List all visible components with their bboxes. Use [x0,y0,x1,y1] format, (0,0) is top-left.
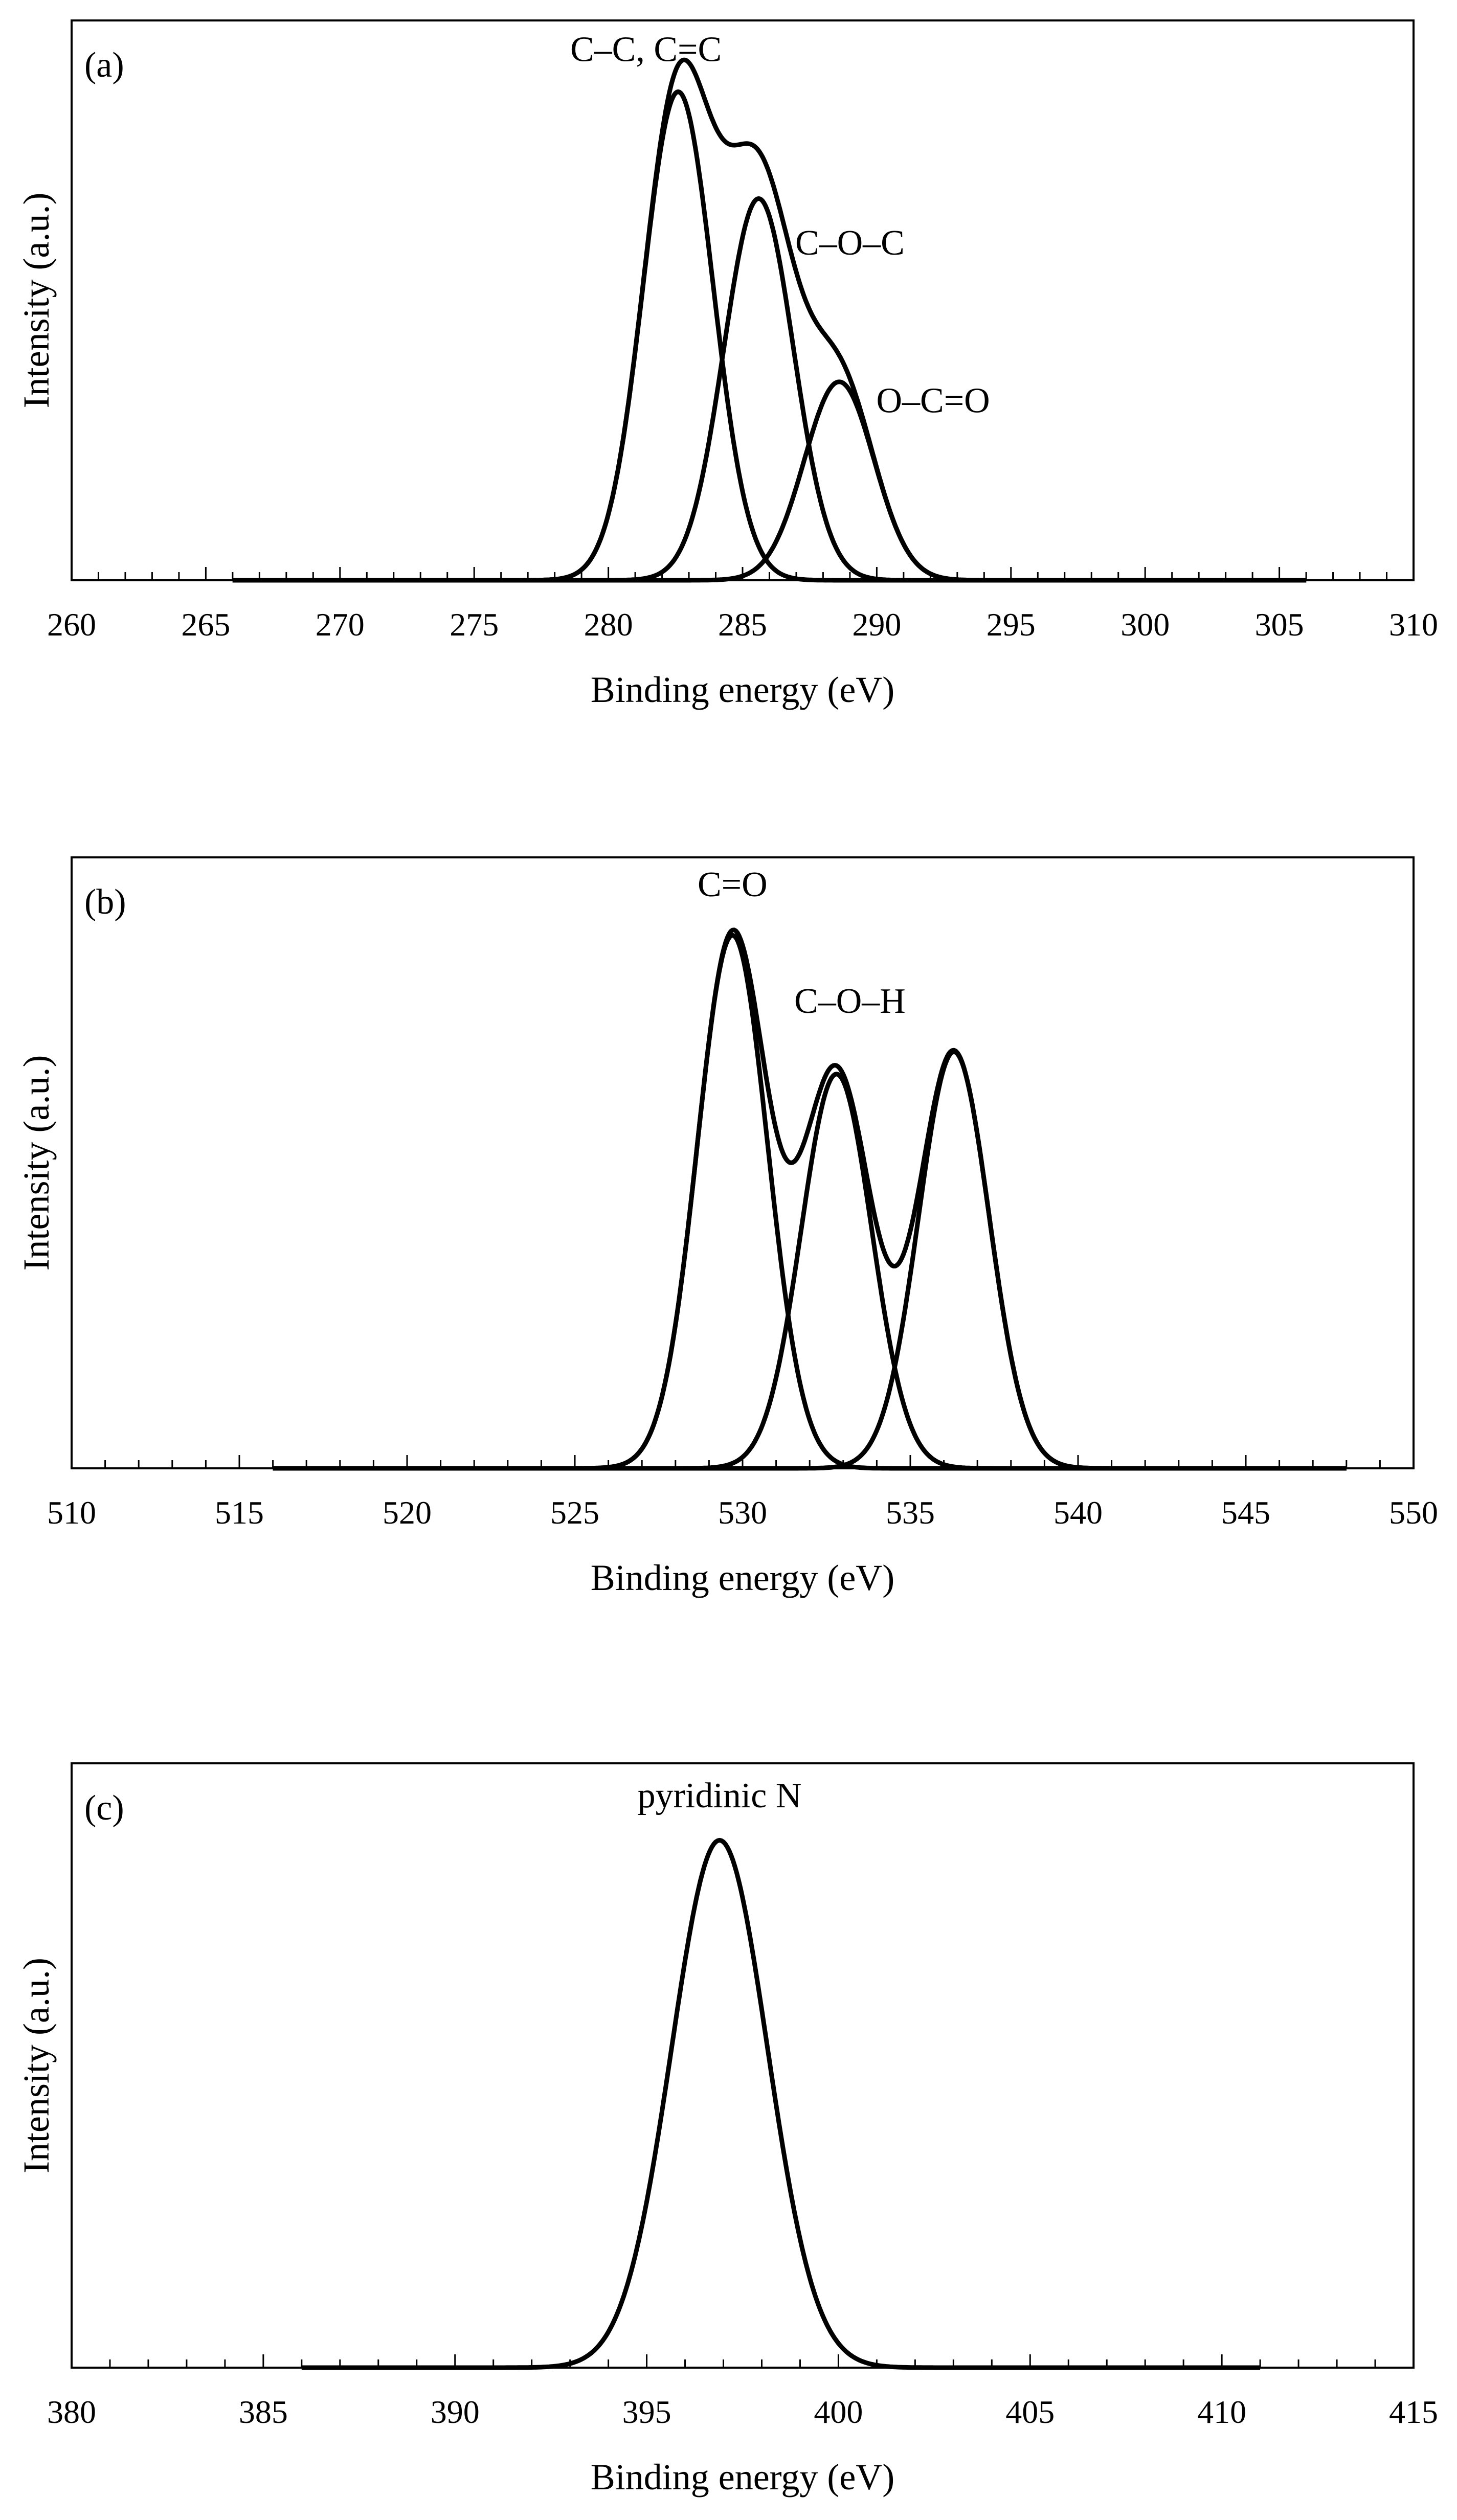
x-tick-label: 510 [47,1494,96,1531]
x-tick-label: 545 [1221,1494,1270,1531]
chart-panel-3: 380 385 390 395 400 405 410 415 Binding energy (… [16,1762,1438,2498]
x-tick-label: 260 [47,606,96,643]
x-tick-label: 275 [450,606,499,643]
x-tick-label: 520 [383,1494,432,1531]
peak-annotation: C–O–C [795,223,905,263]
x-tick-label: 300 [1120,606,1170,643]
x-tick-label: 385 [239,2394,288,2430]
x-tick-label: 405 [1005,2394,1055,2430]
component-peak-3 [232,379,1307,583]
panel-label: (a) [84,46,124,85]
x-tick-label: 295 [987,606,1036,643]
panel-label: (b) [84,882,126,922]
x-tick-label: 380 [47,2394,96,2430]
x-axis-title: Binding energy (eV) [591,1557,895,1598]
component-peak-2 [272,1072,1347,1471]
x-axis-title: Binding energy (eV) [591,669,895,710]
panel-label: (c) [84,1788,124,1828]
x-axis-title: Binding energy (eV) [591,2457,895,2498]
x-tick-label: 530 [718,1494,767,1531]
component-peak-1 [232,89,1307,583]
chart-panel-2: 510 515 520 525 530 535 540 545 550 Binding energ… [16,856,1438,1598]
plot-frame [71,1762,1415,2369]
x-tick-label: 395 [622,2394,671,2430]
x-tick-label: 265 [181,606,230,643]
peak-annotation: C–O–H [794,982,906,1021]
x-tick-label: 550 [1389,1494,1438,1531]
peak-annotation: C=O [698,865,768,904]
peak-annotation: O–C=O [876,381,990,421]
x-tick-label: 285 [718,606,767,643]
envelope-curve [272,927,1347,1471]
x-tick-label: 270 [316,606,365,643]
x-tick-label: 290 [852,606,901,643]
component-peak-1 [301,1837,1261,2370]
x-tick-label: 400 [814,2394,863,2430]
x-tick-label: 540 [1053,1494,1103,1531]
x-tick-label: 535 [886,1494,935,1531]
component-peak-3 [272,1049,1347,1471]
envelope-curve [232,57,1307,583]
x-tick-label: 305 [1255,606,1304,643]
component-peak-2 [232,196,1307,583]
x-tick-label: 415 [1389,2394,1438,2430]
y-axis-title: Intensity (a.u.) [16,193,57,408]
x-tick-label: 525 [550,1494,599,1531]
x-tick-label: 390 [431,2394,480,2430]
x-tick-label: 515 [215,1494,264,1531]
peak-annotation: C–C, C=C [570,30,722,70]
x-tick-label: 410 [1197,2394,1246,2430]
peak-annotation: pyridinic N [638,1776,802,1815]
chart-panel-1: 260 265 270 275 280 285 290 295 300 305 310 Binding… [16,19,1438,710]
y-axis-title: Intensity (a.u.) [16,1055,57,1271]
x-tick-label: 280 [584,606,633,643]
y-axis-title: Intensity (a.u.) [16,1958,57,2173]
x-tick-label: 310 [1389,606,1438,643]
